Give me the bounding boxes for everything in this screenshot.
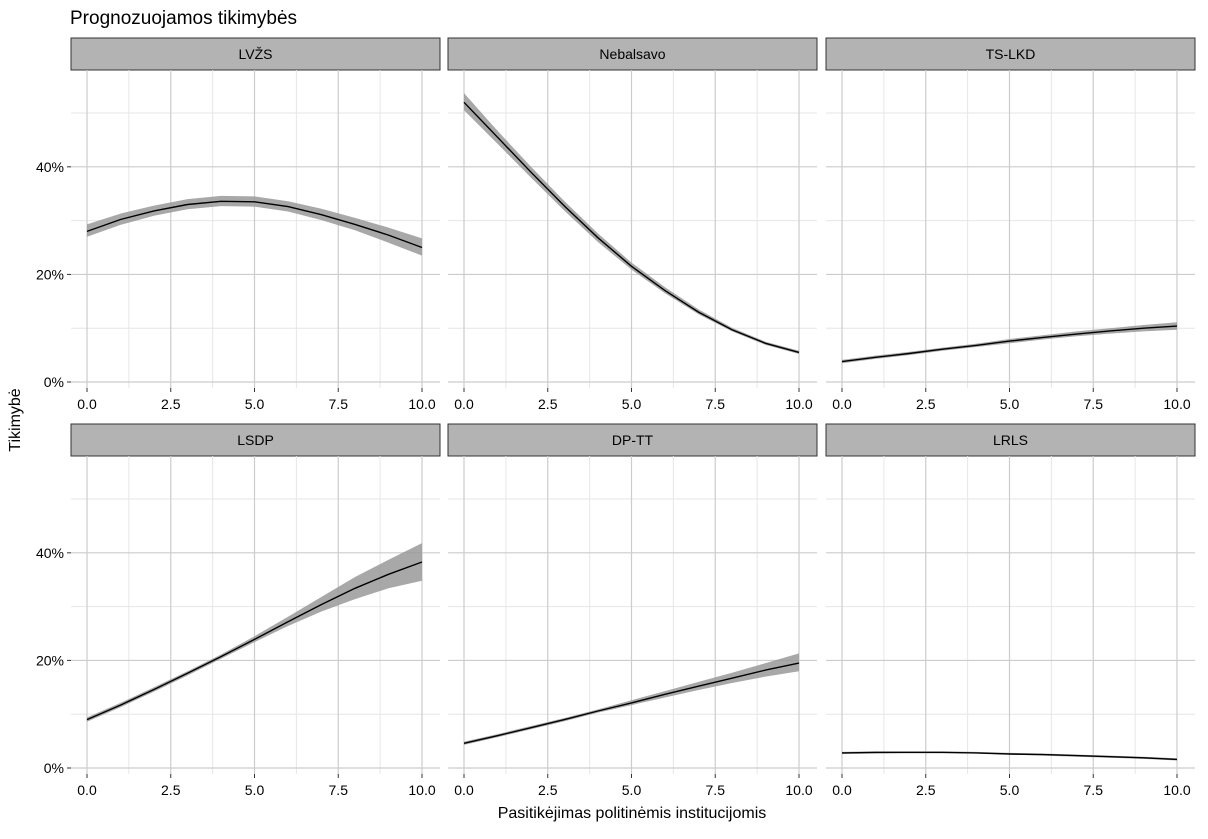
series-line-LSDP — [86, 561, 423, 721]
panel-LSDP: LSDP 0.0 2.5 5.0 7.5 10.0 0% 20% 40% — [36, 423, 441, 798]
panel-LRLS: LRLS 0.0 2.5 5.0 7.5 10.0 — [825, 423, 1196, 798]
x-tick-label: 10.0 — [408, 396, 435, 412]
x-tick-label: 5.0 — [622, 782, 642, 798]
x-tick-label: 5.0 — [1000, 396, 1020, 412]
x-tick-label: 0.0 — [77, 782, 97, 798]
panel-strip-label: DP-TT — [612, 432, 654, 448]
x-tick-label: 5.0 — [622, 396, 642, 412]
panel-TS-LKD: TS-LKD 0.0 2.5 5.0 7.5 10.0 — [825, 37, 1196, 412]
x-tick-label: 7.5 — [706, 396, 726, 412]
x-tick-label: 10.0 — [408, 782, 435, 798]
series-line-LRLS — [841, 751, 1178, 761]
chart-title: Prognozuojamos tikimybės — [70, 8, 297, 29]
x-tick-label: 0.0 — [454, 396, 474, 412]
series-line-LVŽS — [86, 200, 423, 249]
x-tick-label: 5.0 — [1000, 782, 1020, 798]
x-tick-label: 10.0 — [1163, 396, 1190, 412]
x-tick-label: 7.5 — [706, 782, 726, 798]
series-line-DP-TT — [463, 662, 800, 744]
x-tick-label: 2.5 — [538, 782, 558, 798]
x-tick-label: 2.5 — [916, 396, 936, 412]
y-tick-label: 0% — [44, 374, 64, 390]
panel-strip — [447, 37, 818, 71]
panel-strip-label: Nebalsavo — [599, 46, 665, 62]
x-tick-label: 2.5 — [161, 782, 181, 798]
confidence-ribbon-LSDP — [87, 543, 422, 722]
panel-strip-label: LSDP — [237, 432, 274, 448]
x-tick-label: 0.0 — [832, 782, 852, 798]
panel-strip — [447, 423, 818, 457]
x-tick-label: 5.0 — [245, 396, 265, 412]
y-tick-label: 0% — [44, 760, 64, 776]
x-tick-label: 7.5 — [329, 396, 349, 412]
y-tick-label: 40% — [36, 545, 64, 561]
x-tick-label: 2.5 — [916, 782, 936, 798]
panel-strip — [825, 423, 1196, 457]
confidence-ribbon-LVŽS — [87, 195, 422, 256]
x-tick-label: 0.0 — [77, 396, 97, 412]
x-tick-label: 2.5 — [161, 396, 181, 412]
panel-strip-label: TS-LKD — [986, 46, 1036, 62]
x-tick-label: 7.5 — [1084, 782, 1104, 798]
panel-Nebalsavo: Nebalsavo 0.0 2.5 5.0 7.5 10.0 — [447, 37, 818, 412]
panel-strip-label: LVŽS — [239, 46, 273, 62]
panel-DP-TT: DP-TT 0.0 2.5 5.0 7.5 10.0 — [447, 423, 818, 798]
x-tick-label: 10.0 — [1163, 782, 1190, 798]
x-tick-label: 5.0 — [245, 782, 265, 798]
x-axis-title: Pasitikėjimas politinėmis institucijomis — [498, 805, 767, 822]
confidence-ribbon-DP-TT — [464, 653, 799, 745]
y-tick-label: 20% — [36, 652, 64, 668]
panel-LVŽS: LVŽS 0.0 2.5 5.0 7.5 10.0 0% 20% 40% — [36, 37, 441, 412]
x-tick-label: 10.0 — [785, 396, 812, 412]
x-tick-label: 2.5 — [538, 396, 558, 412]
panel-strip-label: LRLS — [993, 432, 1028, 448]
panel-strip — [70, 423, 441, 457]
x-tick-label: 7.5 — [1084, 396, 1104, 412]
facet-panels: LVŽS 0.0 2.5 5.0 7.5 10.0 0% 20% 40% Nebalsavo 0.0… — [36, 37, 1196, 798]
x-tick-label: 0.0 — [454, 782, 474, 798]
x-tick-label: 10.0 — [785, 782, 812, 798]
y-tick-label: 20% — [36, 266, 64, 282]
series-line-TS-LKD — [841, 325, 1178, 363]
y-tick-label: 40% — [36, 159, 64, 175]
x-tick-label: 0.0 — [832, 396, 852, 412]
panel-strip — [70, 37, 441, 71]
x-tick-label: 7.5 — [329, 782, 349, 798]
series-line-Nebalsavo — [463, 101, 800, 354]
panel-strip — [825, 37, 1196, 71]
y-axis-title: Tikimybė — [7, 388, 24, 452]
